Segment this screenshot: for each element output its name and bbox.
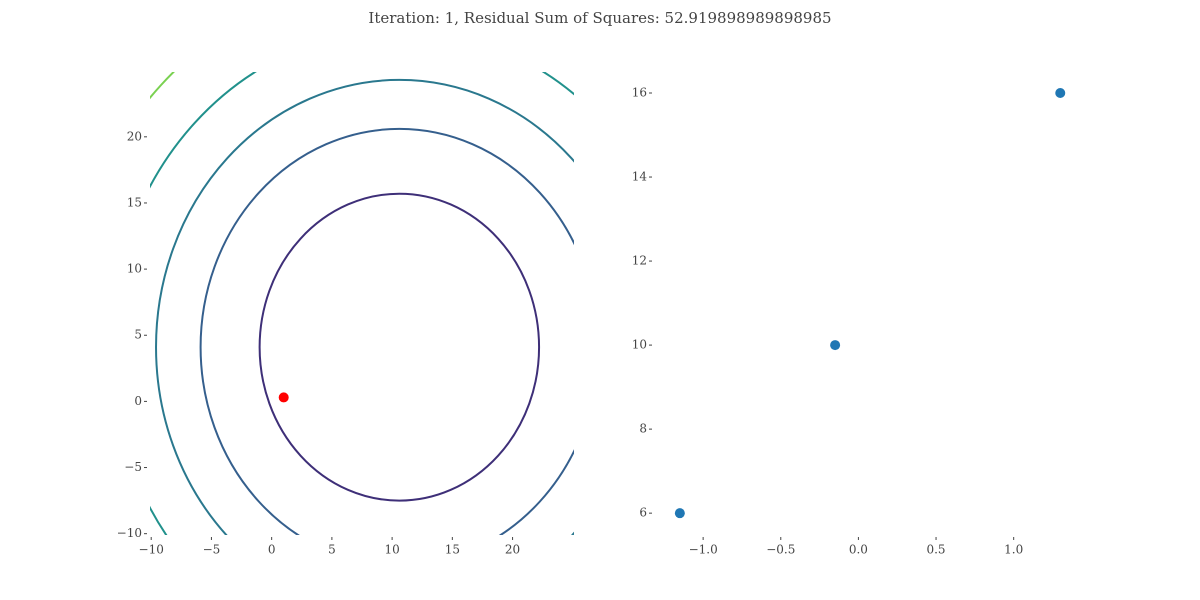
chart-title: Iteration: 1, Residual Sum of Squares: 5… — [368, 9, 831, 27]
y-tick-label: 10 — [127, 262, 142, 276]
x-tick-label: 1.0 — [1004, 543, 1023, 557]
y-tick-label: 14 — [632, 170, 648, 184]
x-tick-label: 15 — [445, 543, 460, 557]
y-tick-label: −5 — [124, 460, 142, 474]
x-tick-label: 5 — [328, 543, 336, 557]
x-tick-label: 10 — [384, 543, 399, 557]
current-point — [278, 392, 289, 403]
x-tick-label: −1.0 — [689, 543, 718, 557]
contour-line — [155, 79, 574, 535]
y-tick-label: 6 — [639, 506, 647, 520]
y-tick-label: 5 — [134, 328, 142, 342]
data-point — [830, 340, 841, 351]
data-point — [674, 508, 685, 519]
contour-layer — [150, 72, 574, 535]
data-point — [1055, 88, 1066, 99]
x-tick-label: −5 — [203, 543, 221, 557]
x-tick-label: 0.0 — [849, 543, 868, 557]
x-tick-label: −0.5 — [766, 543, 795, 557]
y-tick-label: 16 — [632, 86, 647, 100]
y-tick-label: 15 — [127, 195, 142, 209]
x-tick-label: 0 — [268, 543, 276, 557]
y-tick-label: 8 — [639, 422, 647, 436]
contour-line — [150, 72, 574, 535]
x-tick-label: 0.5 — [926, 543, 945, 557]
contour-line — [199, 127, 574, 535]
contour-line — [258, 192, 541, 502]
y-tick-label: 12 — [632, 254, 647, 268]
y-tick-label: 0 — [134, 394, 142, 408]
x-tick-label: 20 — [505, 543, 520, 557]
x-tick-label: −10 — [139, 543, 164, 557]
y-tick-label: 10 — [632, 338, 647, 352]
y-tick-label: −10 — [117, 526, 142, 540]
y-tick-label: 20 — [127, 129, 142, 143]
